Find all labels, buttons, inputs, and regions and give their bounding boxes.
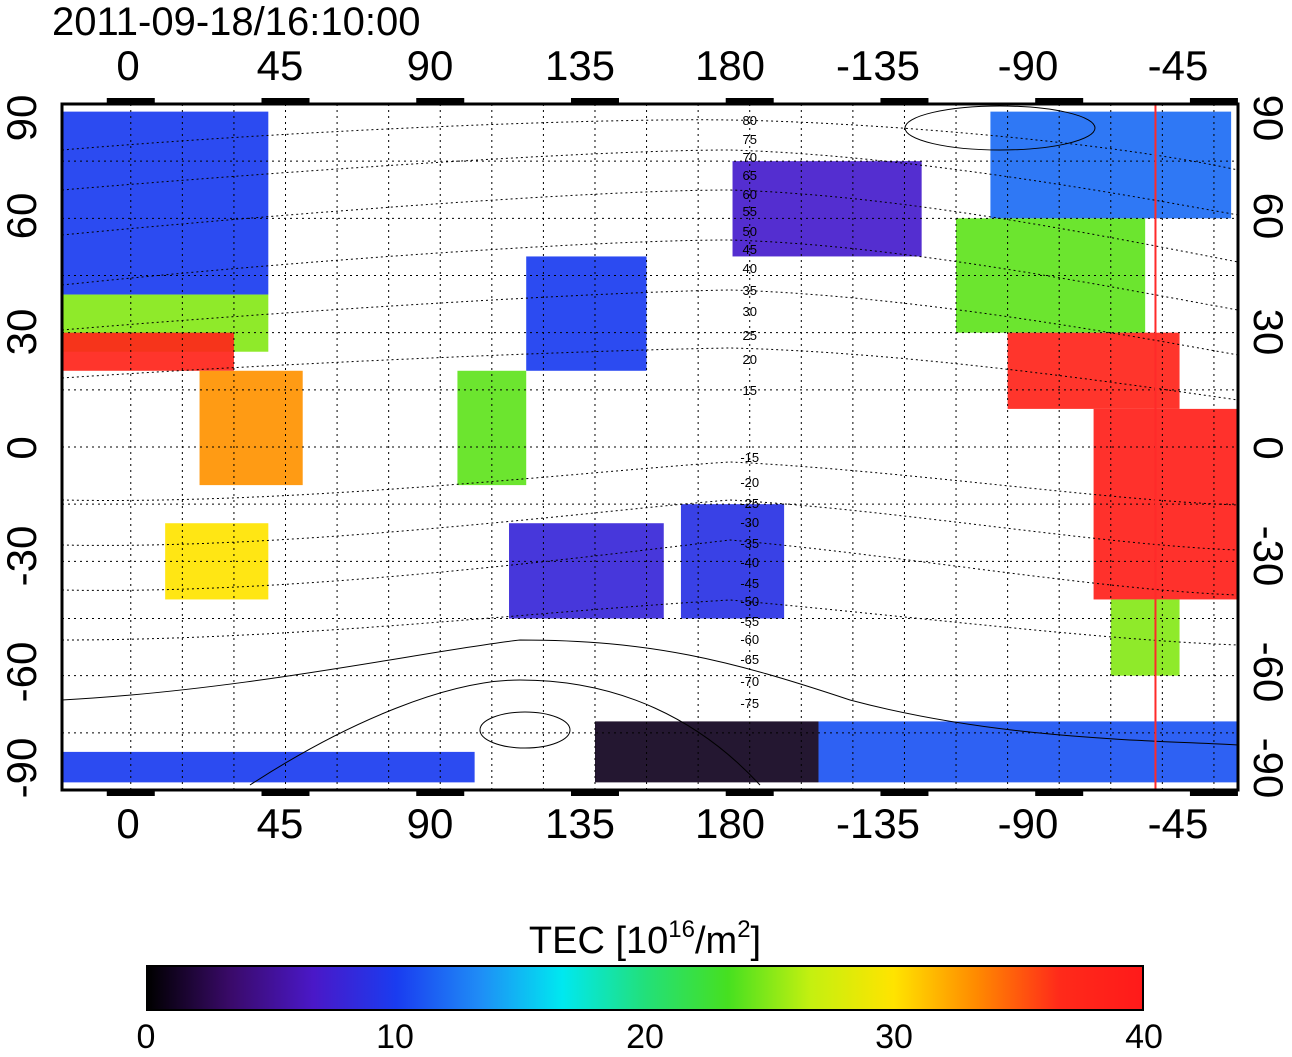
frame-tick (570, 790, 619, 796)
map-frame (60, 102, 1240, 792)
tec-region (526, 256, 647, 371)
tec-region (199, 370, 303, 486)
frame-tick (880, 790, 929, 796)
colorbar-tick: 30 (875, 1018, 913, 1056)
tec-region (956, 218, 1146, 333)
colorbar-tick: 20 (626, 1018, 664, 1056)
contour-label: 80 (742, 113, 756, 128)
frame-tick (416, 790, 465, 796)
contour-labels: 80 75 70 65 60 55 50 45 40 35 30 25 20 15 -15 -20 -25 -30… (740, 113, 759, 711)
contour-label: 70 (742, 150, 756, 165)
contour-label: -25 (740, 496, 759, 511)
tec-region (1110, 599, 1180, 676)
frame-tick (416, 98, 465, 104)
colorbar-tick: 10 (376, 1018, 414, 1056)
contour-label: 60 (742, 187, 756, 202)
lon-tick-top: 0 (116, 42, 140, 89)
tec-region (457, 370, 527, 486)
contour-label: -65 (740, 652, 759, 667)
contour-label: -20 (740, 475, 759, 490)
colorbar-tick: 0 (136, 1018, 156, 1056)
contour-label: 75 (742, 132, 756, 147)
contour-label: 25 (742, 328, 756, 343)
colorbar-label: TEC [1016/m2] (528, 916, 762, 962)
contour-label: 40 (742, 261, 756, 276)
contour-label: 45 (742, 242, 756, 257)
contour-label: -15 (740, 450, 759, 465)
contour-label: 30 (742, 304, 756, 319)
tec-region (594, 721, 819, 783)
frame-tick (725, 790, 774, 796)
frame-tick (106, 790, 155, 796)
lon-tick-top: -90 (997, 42, 1059, 89)
contour-label: -75 (740, 696, 759, 711)
contour-label: 55 (742, 204, 756, 219)
contour-label: -70 (740, 674, 759, 689)
lon-tick-bottom: 180 (694, 800, 766, 847)
frame-tick (1035, 98, 1084, 104)
frame-tick (725, 98, 774, 104)
lon-tick-top: 90 (406, 42, 454, 89)
map-title: 2011-09-18/16:10:00 (52, 0, 421, 44)
contour-label: 65 (742, 168, 756, 183)
lon-tick-top: 135 (544, 42, 616, 89)
contour-label: -40 (740, 555, 759, 570)
contour-label: -50 (740, 594, 759, 609)
tec-region (818, 721, 1238, 783)
frame-tick (1189, 790, 1238, 796)
contour-label: 50 (742, 224, 756, 239)
frame-tick (880, 98, 929, 104)
frame-tick (261, 790, 310, 796)
tec-region (165, 523, 269, 600)
tec-region (509, 523, 664, 619)
lon-tick-bottom: 45 (256, 800, 304, 847)
frame-tick (106, 98, 155, 104)
contour-label: -55 (740, 614, 759, 629)
lon-tick-bottom: -135 (835, 800, 921, 847)
frame-tick (261, 98, 310, 104)
lon-tick-bottom: 135 (544, 800, 616, 847)
frame-tick (1035, 790, 1084, 796)
lon-tick-bottom: 90 (406, 800, 454, 847)
lon-tick-top: 45 (256, 42, 304, 89)
tec-region (732, 161, 922, 257)
lon-tick-top: -45 (1147, 42, 1209, 89)
tec-region (62, 332, 234, 371)
contour-label: -60 (740, 632, 759, 647)
tec-region (680, 504, 785, 619)
tec-region (62, 751, 475, 783)
lon-tick-top: 180 (694, 42, 766, 89)
lon-tick-bottom: -90 (997, 800, 1059, 847)
colorbar-tick: 40 (1125, 1018, 1163, 1056)
tec-region (1007, 332, 1180, 409)
magnetic-contours (62, 105, 1238, 786)
contour-label: -30 (740, 515, 759, 530)
contour-label: 15 (742, 383, 756, 398)
contour-label: 35 (742, 283, 756, 298)
lon-tick-bottom: -45 (1147, 800, 1209, 847)
contour-label: -45 (740, 576, 759, 591)
contour-label: -35 (740, 536, 759, 551)
contour-label: 20 (742, 352, 756, 367)
lon-tick-bottom: 0 (116, 800, 140, 847)
colorbar (146, 965, 1144, 1011)
lon-tick-top: -135 (835, 42, 921, 89)
frame-tick (570, 98, 619, 104)
frame-tick (1189, 98, 1238, 104)
tec-region (62, 111, 269, 295)
